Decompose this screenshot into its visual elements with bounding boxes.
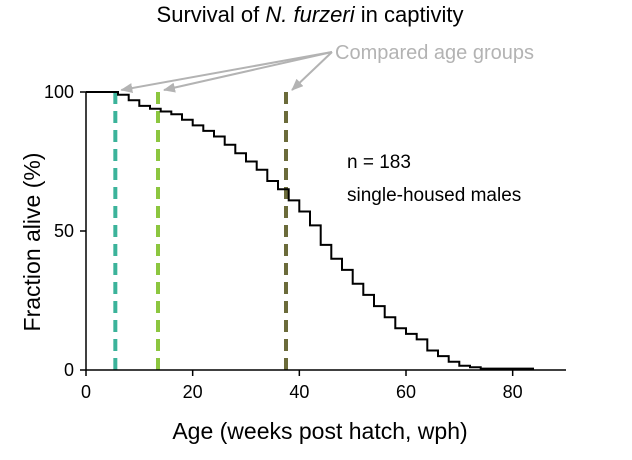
survival-curve: [86, 91, 534, 370]
callout: Compared age groups: [120, 42, 534, 93]
y-axis-ticks: 0 50 100: [44, 82, 86, 380]
y-axis-label: Fraction alive (%): [19, 153, 45, 332]
y-tick-label: 50: [54, 221, 74, 241]
chart-title: Survival of N. furzeri in captivity: [157, 2, 464, 27]
sample-size-note: n = 183: [347, 152, 411, 173]
cohort-note: single-housed males: [347, 185, 521, 206]
y-tick-label: 100: [44, 82, 74, 102]
age-group-lines: [113, 92, 288, 370]
x-tick-label: 0: [81, 382, 91, 402]
callout-arrow-1: [120, 51, 333, 93]
callout-label: Compared age groups: [335, 42, 534, 64]
callout-arrow-2: [163, 51, 333, 93]
x-tick-label: 40: [289, 382, 309, 402]
x-axis-ticks: 0 20 40 60 80: [81, 370, 523, 402]
axes: [85, 92, 566, 371]
x-tick-label: 60: [396, 382, 416, 402]
x-axis-label: Age (weeks post hatch, wph): [172, 418, 467, 444]
x-tick-label: 20: [183, 382, 203, 402]
y-tick-label: 0: [64, 360, 74, 380]
survival-series: [86, 91, 534, 370]
callout-arrow-3: [291, 51, 333, 91]
x-tick-label: 80: [503, 382, 523, 402]
